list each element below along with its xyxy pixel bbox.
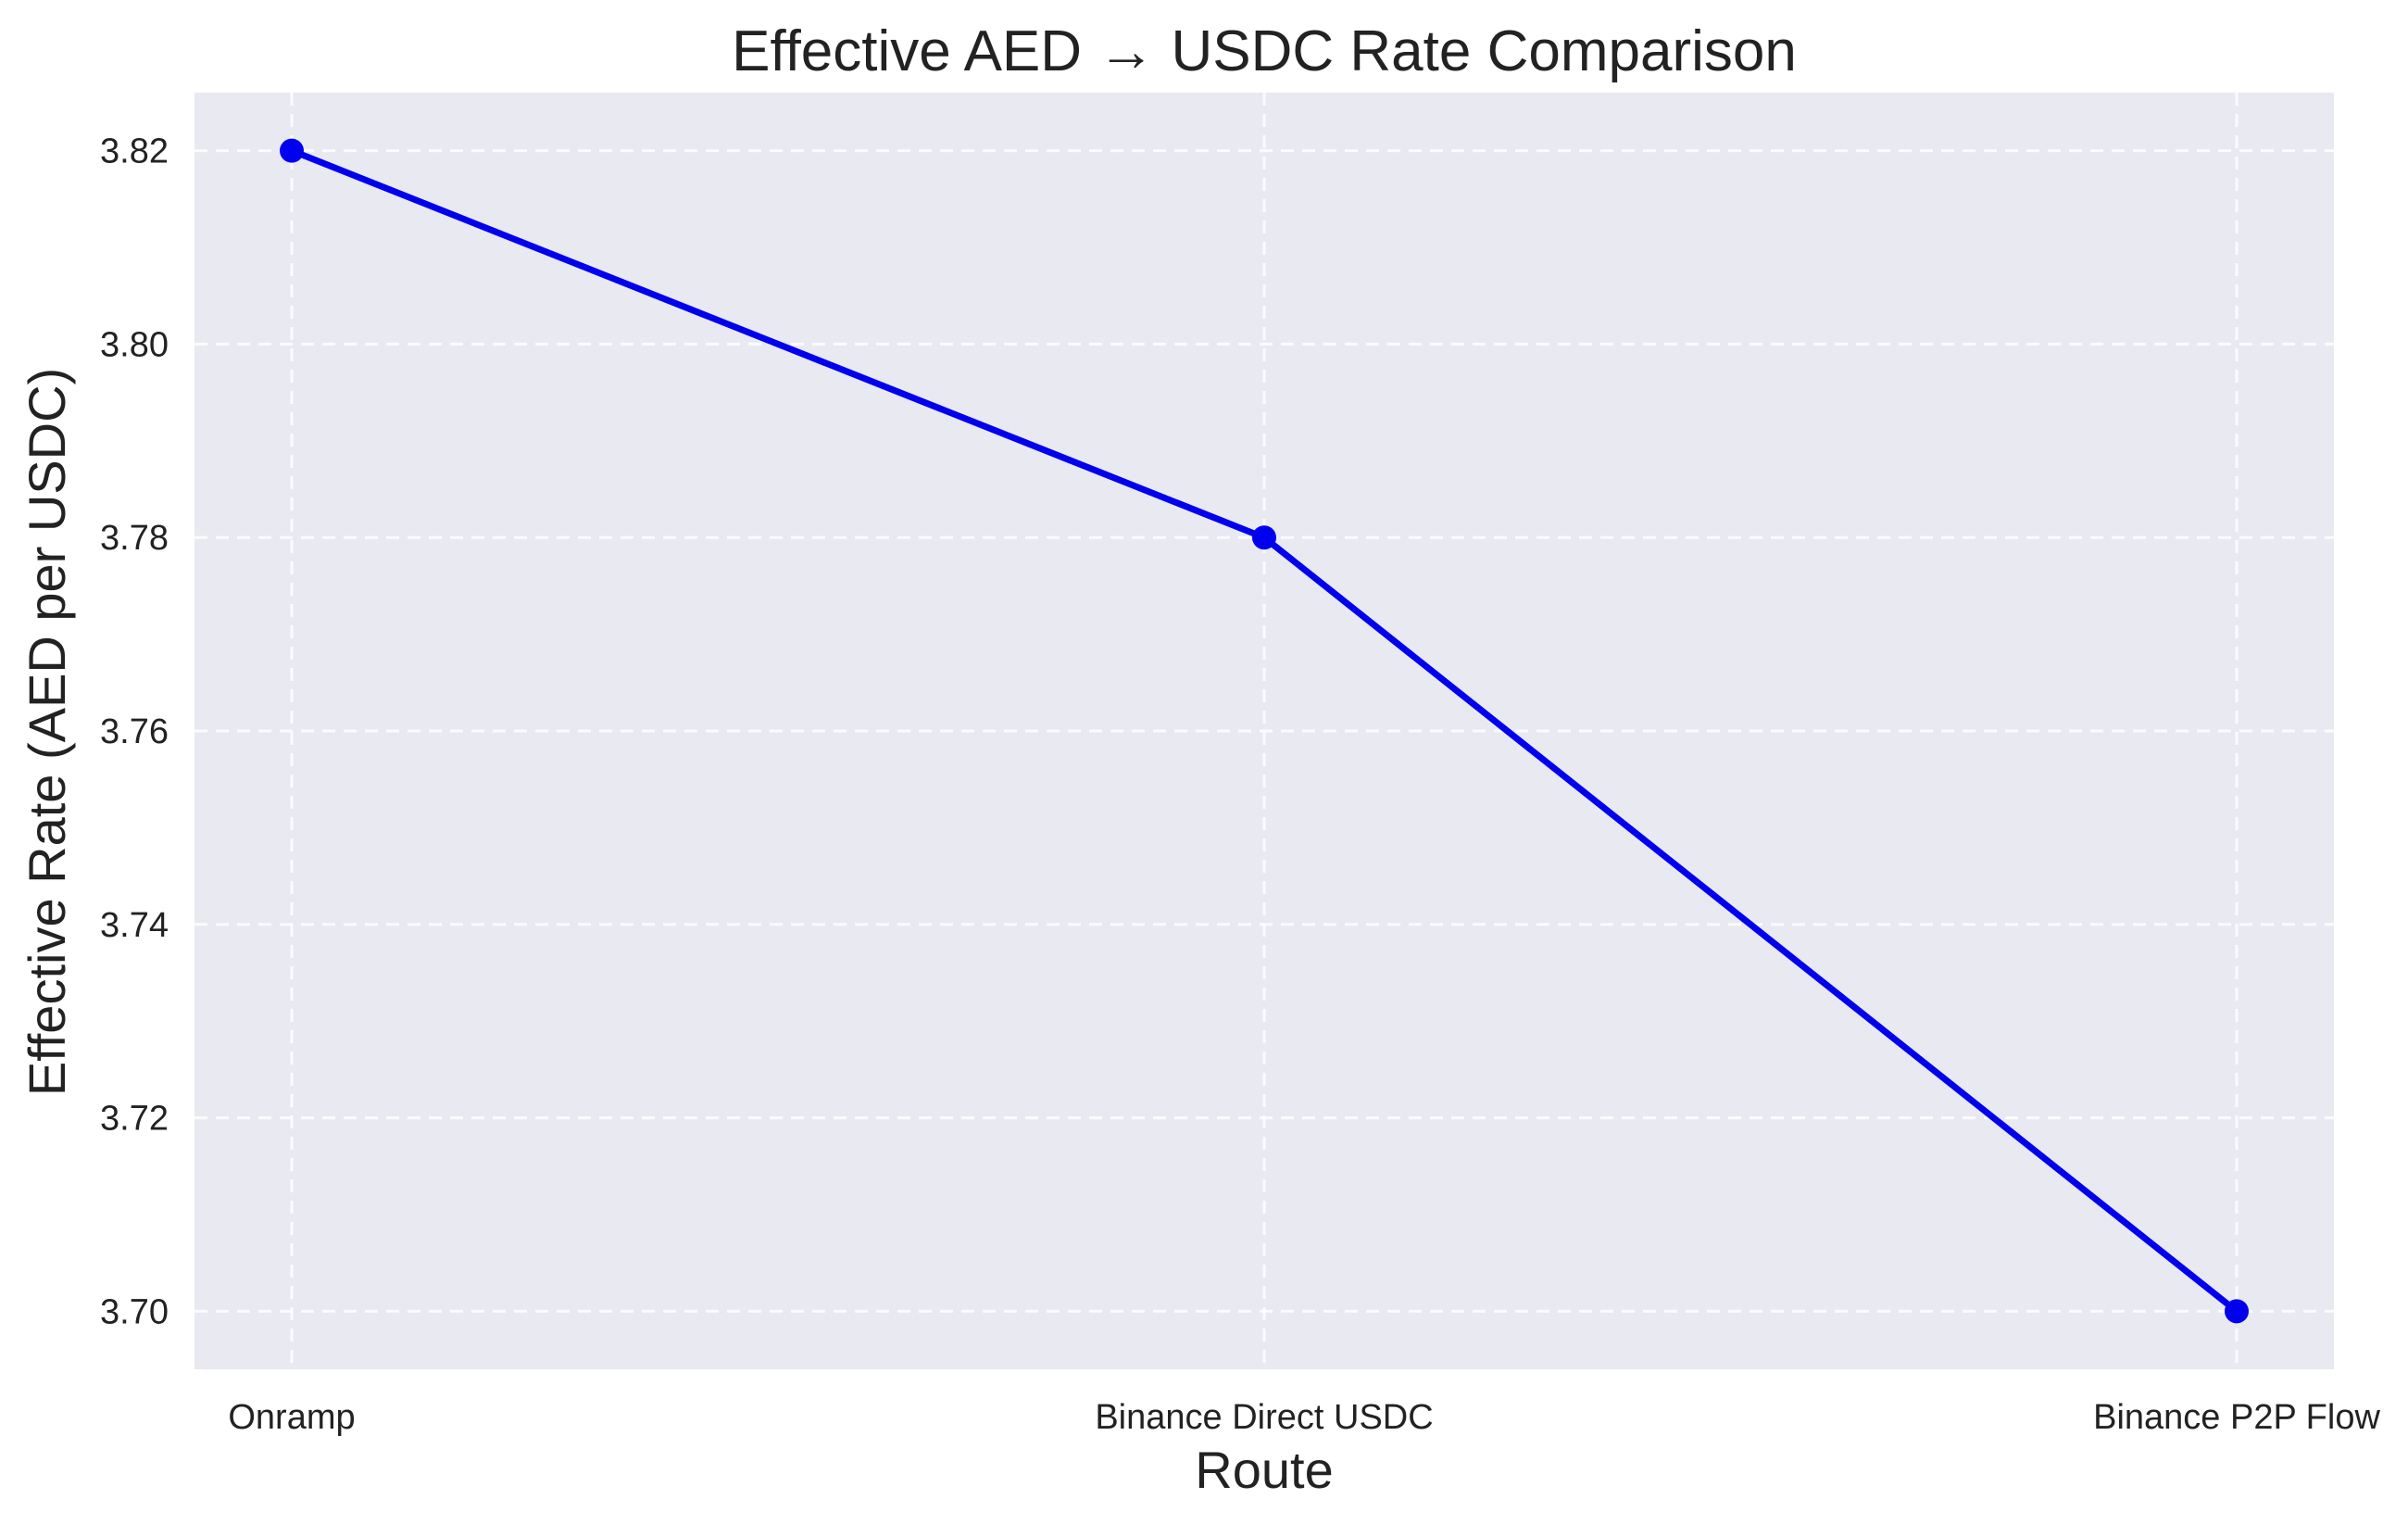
y-axis-ticks: 3.70 3.72 3.74 3.76 3.78 3.80 3.82 — [100, 132, 169, 1332]
chart-title: Effective AED → USDC Rate Comparison — [732, 19, 1797, 83]
y-tick-label: 3.70 — [100, 1292, 169, 1331]
data-point — [2225, 1299, 2249, 1324]
data-point — [280, 138, 304, 163]
y-tick-label: 3.82 — [100, 132, 169, 171]
x-tick-label: Binance Direct USDC — [1095, 1398, 1433, 1437]
y-axis-title: Effective Rate (AED per USDC) — [18, 368, 76, 1096]
y-tick-label: 3.72 — [100, 1100, 169, 1139]
x-tick-label: Onramp — [228, 1398, 355, 1437]
x-tick-label: Binance P2P Flow — [2093, 1398, 2380, 1437]
data-point — [1252, 525, 1276, 550]
x-axis-ticks: Onramp Binance Direct USDC Binance P2P Flo… — [228, 1398, 2380, 1437]
y-tick-label: 3.80 — [100, 325, 169, 364]
series-layer — [280, 138, 2249, 1324]
x-axis-title: Route — [1195, 1441, 1333, 1499]
y-tick-label: 3.74 — [100, 906, 169, 945]
y-tick-label: 3.76 — [100, 712, 169, 751]
y-tick-label: 3.78 — [100, 519, 169, 558]
